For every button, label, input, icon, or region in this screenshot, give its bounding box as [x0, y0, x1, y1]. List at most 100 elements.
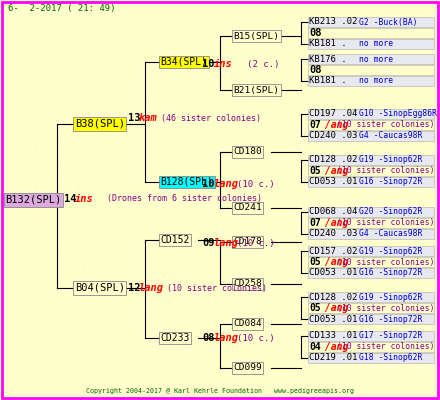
Text: KB181 .: KB181 .	[309, 40, 347, 48]
Text: 08: 08	[309, 28, 321, 38]
Text: 04: 04	[309, 342, 321, 352]
FancyBboxPatch shape	[308, 257, 434, 267]
Text: /ang: /ang	[319, 218, 348, 228]
FancyBboxPatch shape	[308, 292, 434, 302]
Text: 12: 12	[128, 283, 140, 293]
FancyBboxPatch shape	[308, 229, 434, 239]
Text: 07: 07	[309, 120, 321, 130]
Text: lang: lang	[214, 179, 239, 189]
Text: 13: 13	[128, 113, 140, 123]
Text: CD219 .01: CD219 .01	[309, 354, 357, 362]
Text: 10: 10	[202, 179, 215, 189]
Text: (10 sister colonies): (10 sister colonies)	[337, 166, 434, 175]
Text: /ang: /ang	[319, 303, 348, 313]
Text: CD233: CD233	[161, 333, 190, 343]
Text: CD084: CD084	[233, 320, 262, 328]
Text: (Drones from 6 sister colonies): (Drones from 6 sister colonies)	[92, 194, 262, 203]
Text: /ang: /ang	[319, 257, 348, 267]
Text: B21(SPL): B21(SPL)	[233, 86, 279, 94]
Text: /ang: /ang	[319, 166, 348, 176]
FancyBboxPatch shape	[308, 331, 434, 341]
Text: /ang: /ang	[319, 120, 348, 130]
FancyBboxPatch shape	[308, 28, 434, 38]
FancyBboxPatch shape	[308, 218, 434, 228]
Text: B04(SPL): B04(SPL)	[75, 283, 125, 293]
FancyBboxPatch shape	[308, 177, 434, 187]
Text: lang: lang	[214, 333, 239, 343]
Text: 05: 05	[309, 303, 321, 313]
FancyBboxPatch shape	[308, 65, 434, 75]
Text: (10 sister colonies): (10 sister colonies)	[337, 258, 434, 266]
Text: (10 c.): (10 c.)	[237, 180, 275, 188]
FancyBboxPatch shape	[308, 303, 434, 313]
Text: no more: no more	[359, 76, 393, 85]
Text: KB176 .: KB176 .	[309, 55, 347, 64]
FancyBboxPatch shape	[308, 166, 434, 176]
Text: (10 sister colonies): (10 sister colonies)	[162, 284, 267, 292]
Text: CD152: CD152	[161, 235, 190, 245]
Text: (10 sister colonies): (10 sister colonies)	[337, 342, 434, 351]
Text: CD053 .01: CD053 .01	[309, 178, 357, 186]
FancyBboxPatch shape	[308, 246, 434, 256]
Text: G16 -Sinop72R: G16 -Sinop72R	[359, 315, 422, 324]
Text: CD053 .01: CD053 .01	[309, 315, 357, 324]
Text: 6-  2-2017 ( 21: 49): 6- 2-2017 ( 21: 49)	[8, 4, 115, 13]
Text: (10 sister colonies): (10 sister colonies)	[337, 120, 434, 129]
FancyBboxPatch shape	[308, 76, 434, 86]
FancyBboxPatch shape	[308, 268, 434, 278]
Text: CD240 .03: CD240 .03	[309, 132, 357, 140]
Text: G20 -Sinop62R: G20 -Sinop62R	[359, 208, 422, 216]
FancyBboxPatch shape	[308, 314, 434, 324]
Text: (2 c.): (2 c.)	[231, 60, 279, 68]
Text: G17 -Sinop72R: G17 -Sinop72R	[359, 332, 422, 340]
FancyBboxPatch shape	[308, 17, 434, 27]
FancyBboxPatch shape	[308, 353, 434, 363]
Text: B38(SPL): B38(SPL)	[75, 119, 125, 129]
Text: G18 -Sinop62R: G18 -Sinop62R	[359, 354, 422, 362]
FancyBboxPatch shape	[308, 39, 434, 49]
Text: G4 -Caucas98R: G4 -Caucas98R	[359, 230, 422, 238]
Text: B15(SPL): B15(SPL)	[233, 32, 279, 40]
Text: CD133 .01: CD133 .01	[309, 332, 357, 340]
Text: (10 sister colonies): (10 sister colonies)	[337, 218, 434, 227]
Text: 05: 05	[309, 166, 321, 176]
Text: ins: ins	[214, 59, 233, 69]
Text: CD180: CD180	[233, 148, 262, 156]
Text: ins: ins	[75, 194, 94, 204]
Text: 09: 09	[202, 238, 215, 248]
FancyBboxPatch shape	[308, 131, 434, 141]
Text: KB213 .02: KB213 .02	[309, 18, 357, 26]
Text: (10 c.): (10 c.)	[237, 334, 275, 342]
Text: (46 sister colonies): (46 sister colonies)	[156, 114, 261, 122]
Text: CD128 .02: CD128 .02	[309, 293, 357, 302]
Text: no more: no more	[359, 55, 393, 64]
Text: G19 -Sinop62R: G19 -Sinop62R	[359, 156, 422, 164]
Text: (10 c.): (10 c.)	[237, 239, 275, 248]
Text: G16 -Sinop72R: G16 -Sinop72R	[359, 268, 422, 277]
Text: G4 -Caucas98R: G4 -Caucas98R	[359, 132, 422, 140]
Text: G16 -Sinop72R: G16 -Sinop72R	[359, 178, 422, 186]
Text: 14: 14	[64, 194, 76, 204]
Text: CD099: CD099	[233, 364, 262, 372]
Text: CD241: CD241	[233, 204, 262, 212]
Text: B128(SPL): B128(SPL)	[161, 177, 213, 187]
FancyBboxPatch shape	[308, 54, 434, 64]
Text: (10 sister colonies): (10 sister colonies)	[337, 304, 434, 312]
Text: 07: 07	[309, 218, 321, 228]
Text: 08: 08	[309, 65, 321, 75]
Text: lang: lang	[139, 283, 164, 293]
FancyBboxPatch shape	[308, 109, 434, 119]
Text: G10 -SinopEgg86R: G10 -SinopEgg86R	[359, 110, 436, 118]
Text: CD053 .01: CD053 .01	[309, 268, 357, 277]
Text: CD197 .04: CD197 .04	[309, 110, 357, 118]
Text: CD240 .03: CD240 .03	[309, 230, 357, 238]
Text: lang: lang	[214, 238, 239, 248]
Text: 10: 10	[202, 59, 215, 69]
Text: CD068 .04: CD068 .04	[309, 208, 357, 216]
Text: no more: no more	[359, 40, 393, 48]
Text: kam: kam	[139, 113, 158, 123]
Text: KB181 .: KB181 .	[309, 76, 347, 85]
Text: CD258: CD258	[233, 280, 262, 288]
Text: G19 -Sinop62R: G19 -Sinop62R	[359, 293, 422, 302]
Text: CD178: CD178	[233, 238, 262, 246]
